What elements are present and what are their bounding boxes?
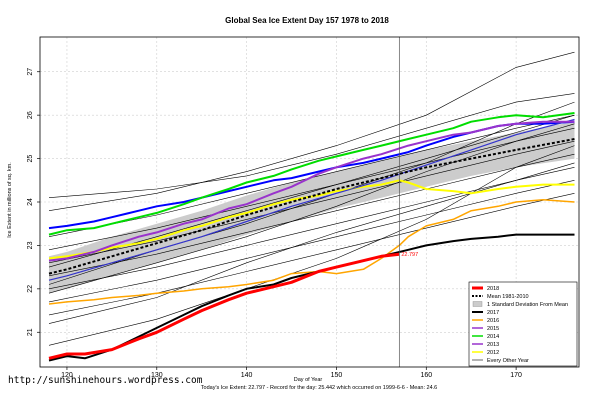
x-tick-label: 150 xyxy=(331,372,343,379)
other-year-line xyxy=(48,51,575,211)
y-axis-label: Ice Extent in millions of sq. km. xyxy=(7,162,13,238)
other-year-line xyxy=(48,140,575,264)
y-tick-label: 24 xyxy=(27,198,34,206)
other-years-layer xyxy=(48,51,575,346)
y-tick-label: 27 xyxy=(27,68,34,76)
x-axis-label: Day of Year xyxy=(294,377,323,383)
watermark-url: http://sunshinehours.wordpress.com xyxy=(8,375,203,386)
other-year-line xyxy=(48,145,575,346)
footer-stats: Today's Ice Extent: 22.797 - Record for … xyxy=(201,385,437,391)
other-year-line xyxy=(48,114,575,237)
chart-title: Global Sea Ice Extent Day 157 1978 to 20… xyxy=(225,16,389,25)
legend-label: 2012 xyxy=(487,350,499,356)
other-year-line xyxy=(48,114,575,268)
legend-label: Mean 1981-2010 xyxy=(487,294,529,300)
other-year-line xyxy=(48,180,575,303)
x-tick-label: 160 xyxy=(420,372,432,379)
legend-label: 2016 xyxy=(487,318,499,324)
legend-box xyxy=(468,281,578,367)
legend-swatch xyxy=(472,301,483,307)
y-tick-label: 25 xyxy=(27,155,34,163)
y-tick-label: 23 xyxy=(27,241,34,249)
series-line-2012 xyxy=(48,179,575,260)
other-year-line xyxy=(48,123,575,294)
current-value-label: 22.797 xyxy=(401,252,418,258)
legend-label: Every Other Year xyxy=(487,358,529,364)
legend-label: 2017 xyxy=(487,310,499,316)
legend-label: 2013 xyxy=(487,342,499,348)
legend-label: 2015 xyxy=(487,326,499,332)
axis-layer: 120 130 140 150 160 170 21 22 23 24 25 26 27 xyxy=(27,68,522,379)
legend-label: 2018 xyxy=(487,286,499,292)
series-line-2013 xyxy=(48,120,575,262)
other-year-line xyxy=(48,162,575,324)
series-line-2017 xyxy=(48,233,575,362)
series-line-2018 xyxy=(48,252,400,360)
std-band-layer xyxy=(49,121,575,294)
std-deviation-band xyxy=(49,121,575,294)
x-tick-label: 170 xyxy=(510,372,522,379)
series-line-2015 xyxy=(48,118,575,281)
y-tick-label: 22 xyxy=(27,285,34,293)
y-tick-label: 26 xyxy=(27,111,34,119)
series-line-mean-1981-2010 xyxy=(48,138,575,275)
x-tick-label: 130 xyxy=(151,372,163,379)
legend-label: 1 Standard Deviation From Mean xyxy=(487,302,568,308)
y-tick-label: 21 xyxy=(27,328,34,336)
legend-label: 2014 xyxy=(487,334,499,340)
x-tick-label: 120 xyxy=(61,372,73,379)
series-layer xyxy=(48,37,575,367)
legend: 2018 Mean 1981-2010 1 Standard Deviation F… xyxy=(468,281,578,367)
x-tick-label: 140 xyxy=(241,372,253,379)
other-year-line xyxy=(48,93,575,198)
series-line-2014 xyxy=(48,112,575,236)
